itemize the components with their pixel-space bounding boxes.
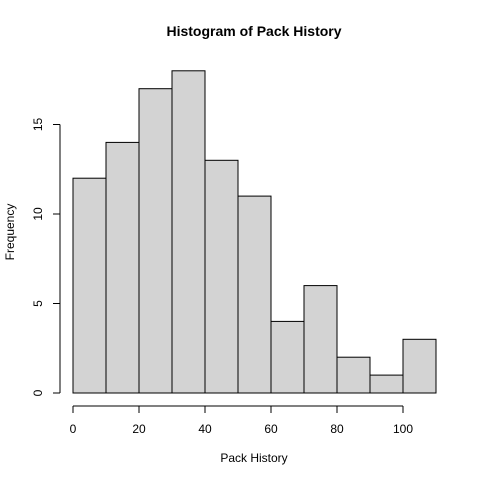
y-axis: 0 5 10 15 bbox=[31, 118, 61, 396]
x-tick-label-20: 20 bbox=[132, 422, 146, 436]
x-tick-label-0: 0 bbox=[70, 422, 77, 436]
x-tick-label-40: 40 bbox=[198, 422, 212, 436]
x-axis-label: Pack History bbox=[220, 451, 287, 465]
x-tick-label-100: 100 bbox=[393, 422, 413, 436]
y-tick-label-15: 15 bbox=[31, 118, 45, 132]
y-tick-label-10: 10 bbox=[31, 207, 45, 221]
histogram-bar-60-70 bbox=[270, 320, 305, 394]
x-tick-label-60: 60 bbox=[264, 422, 278, 436]
chart-title: Histogram of Pack History bbox=[166, 23, 341, 39]
histogram-bar-30-40 bbox=[171, 70, 206, 394]
histogram-bar-10-20 bbox=[105, 141, 140, 394]
histogram-bar-40-50 bbox=[204, 159, 239, 394]
x-axis: 0 20 40 60 80 100 bbox=[70, 405, 413, 436]
bars-group bbox=[72, 70, 437, 394]
x-tick-label-80: 80 bbox=[330, 422, 344, 436]
y-axis-label: Frequency bbox=[3, 204, 17, 261]
histogram-bar-80-90 bbox=[336, 356, 371, 394]
y-tick-label-5: 5 bbox=[31, 300, 45, 307]
histogram-bar-50-60 bbox=[237, 195, 272, 394]
histogram-bar-0-10 bbox=[72, 177, 107, 394]
histogram-bar-70-80 bbox=[303, 285, 338, 394]
y-tick-label-0: 0 bbox=[31, 389, 45, 396]
histogram-bar-20-30 bbox=[138, 88, 173, 394]
histogram-bar-90-100 bbox=[369, 374, 404, 394]
histogram-bar-100-110 bbox=[402, 338, 437, 394]
